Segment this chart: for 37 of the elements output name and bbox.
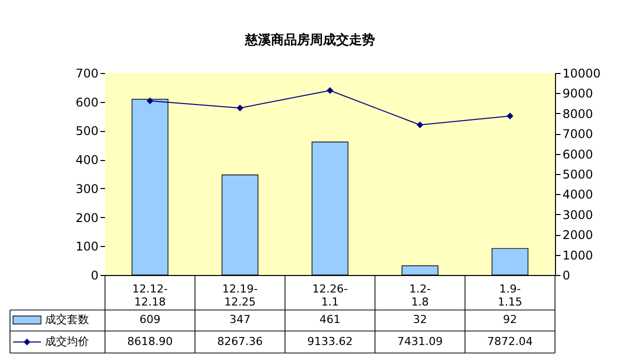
y2-tick-label: 4000 [562,188,594,202]
y2-tick-label: 1000 [562,248,594,262]
data-label: 347 [230,313,250,326]
legend-label: 成交均价 [45,335,89,348]
y-tick-label: 600 [76,95,98,110]
legend-label: 成交套数 [45,313,89,326]
data-label: 7431.09 [397,335,443,348]
y2-tick-label: 8000 [562,106,594,121]
x-tick-label: 12.26-1.1 [312,282,348,308]
y2-tick-label: 10000 [562,66,601,80]
data-label: 609 [140,313,160,326]
y2-tick-label: 9000 [562,86,594,101]
data-label: 9133.62 [307,335,353,348]
data-label: 92 [503,313,517,326]
y-tick-label: 700 [76,66,98,80]
y2-tick-label: 0 [562,268,570,282]
x-tick-label: 12.19-12.25 [222,282,258,308]
data-label: 461 [320,313,340,326]
y2-tick-label: 3000 [562,208,594,222]
y2-tick-label: 7000 [562,127,594,142]
data-label: 32 [413,313,427,326]
data-label: 8618.90 [127,335,173,348]
y-tick-label: 500 [76,124,98,138]
y-tick-label: 100 [76,240,98,254]
y-tick-label: 400 [76,153,98,168]
y-tick-label: 0 [90,268,98,282]
y2-tick-label: 2000 [562,228,594,242]
y-tick-label: 200 [76,210,98,225]
y2-tick-label: 6000 [562,147,594,162]
chart-title: 慈溪商品房周成交走势 [244,32,375,48]
data-label: 8267.36 [217,335,263,348]
x-tick-label: 12.12-12.18 [132,282,168,308]
data-label: 7872.04 [487,335,533,348]
y2-tick-label: 5000 [562,168,594,182]
x-tick-label: 1.9-1.15 [498,282,522,308]
y-tick-label: 300 [76,182,98,196]
x-tick-label: 1.2-1.8 [409,282,431,308]
